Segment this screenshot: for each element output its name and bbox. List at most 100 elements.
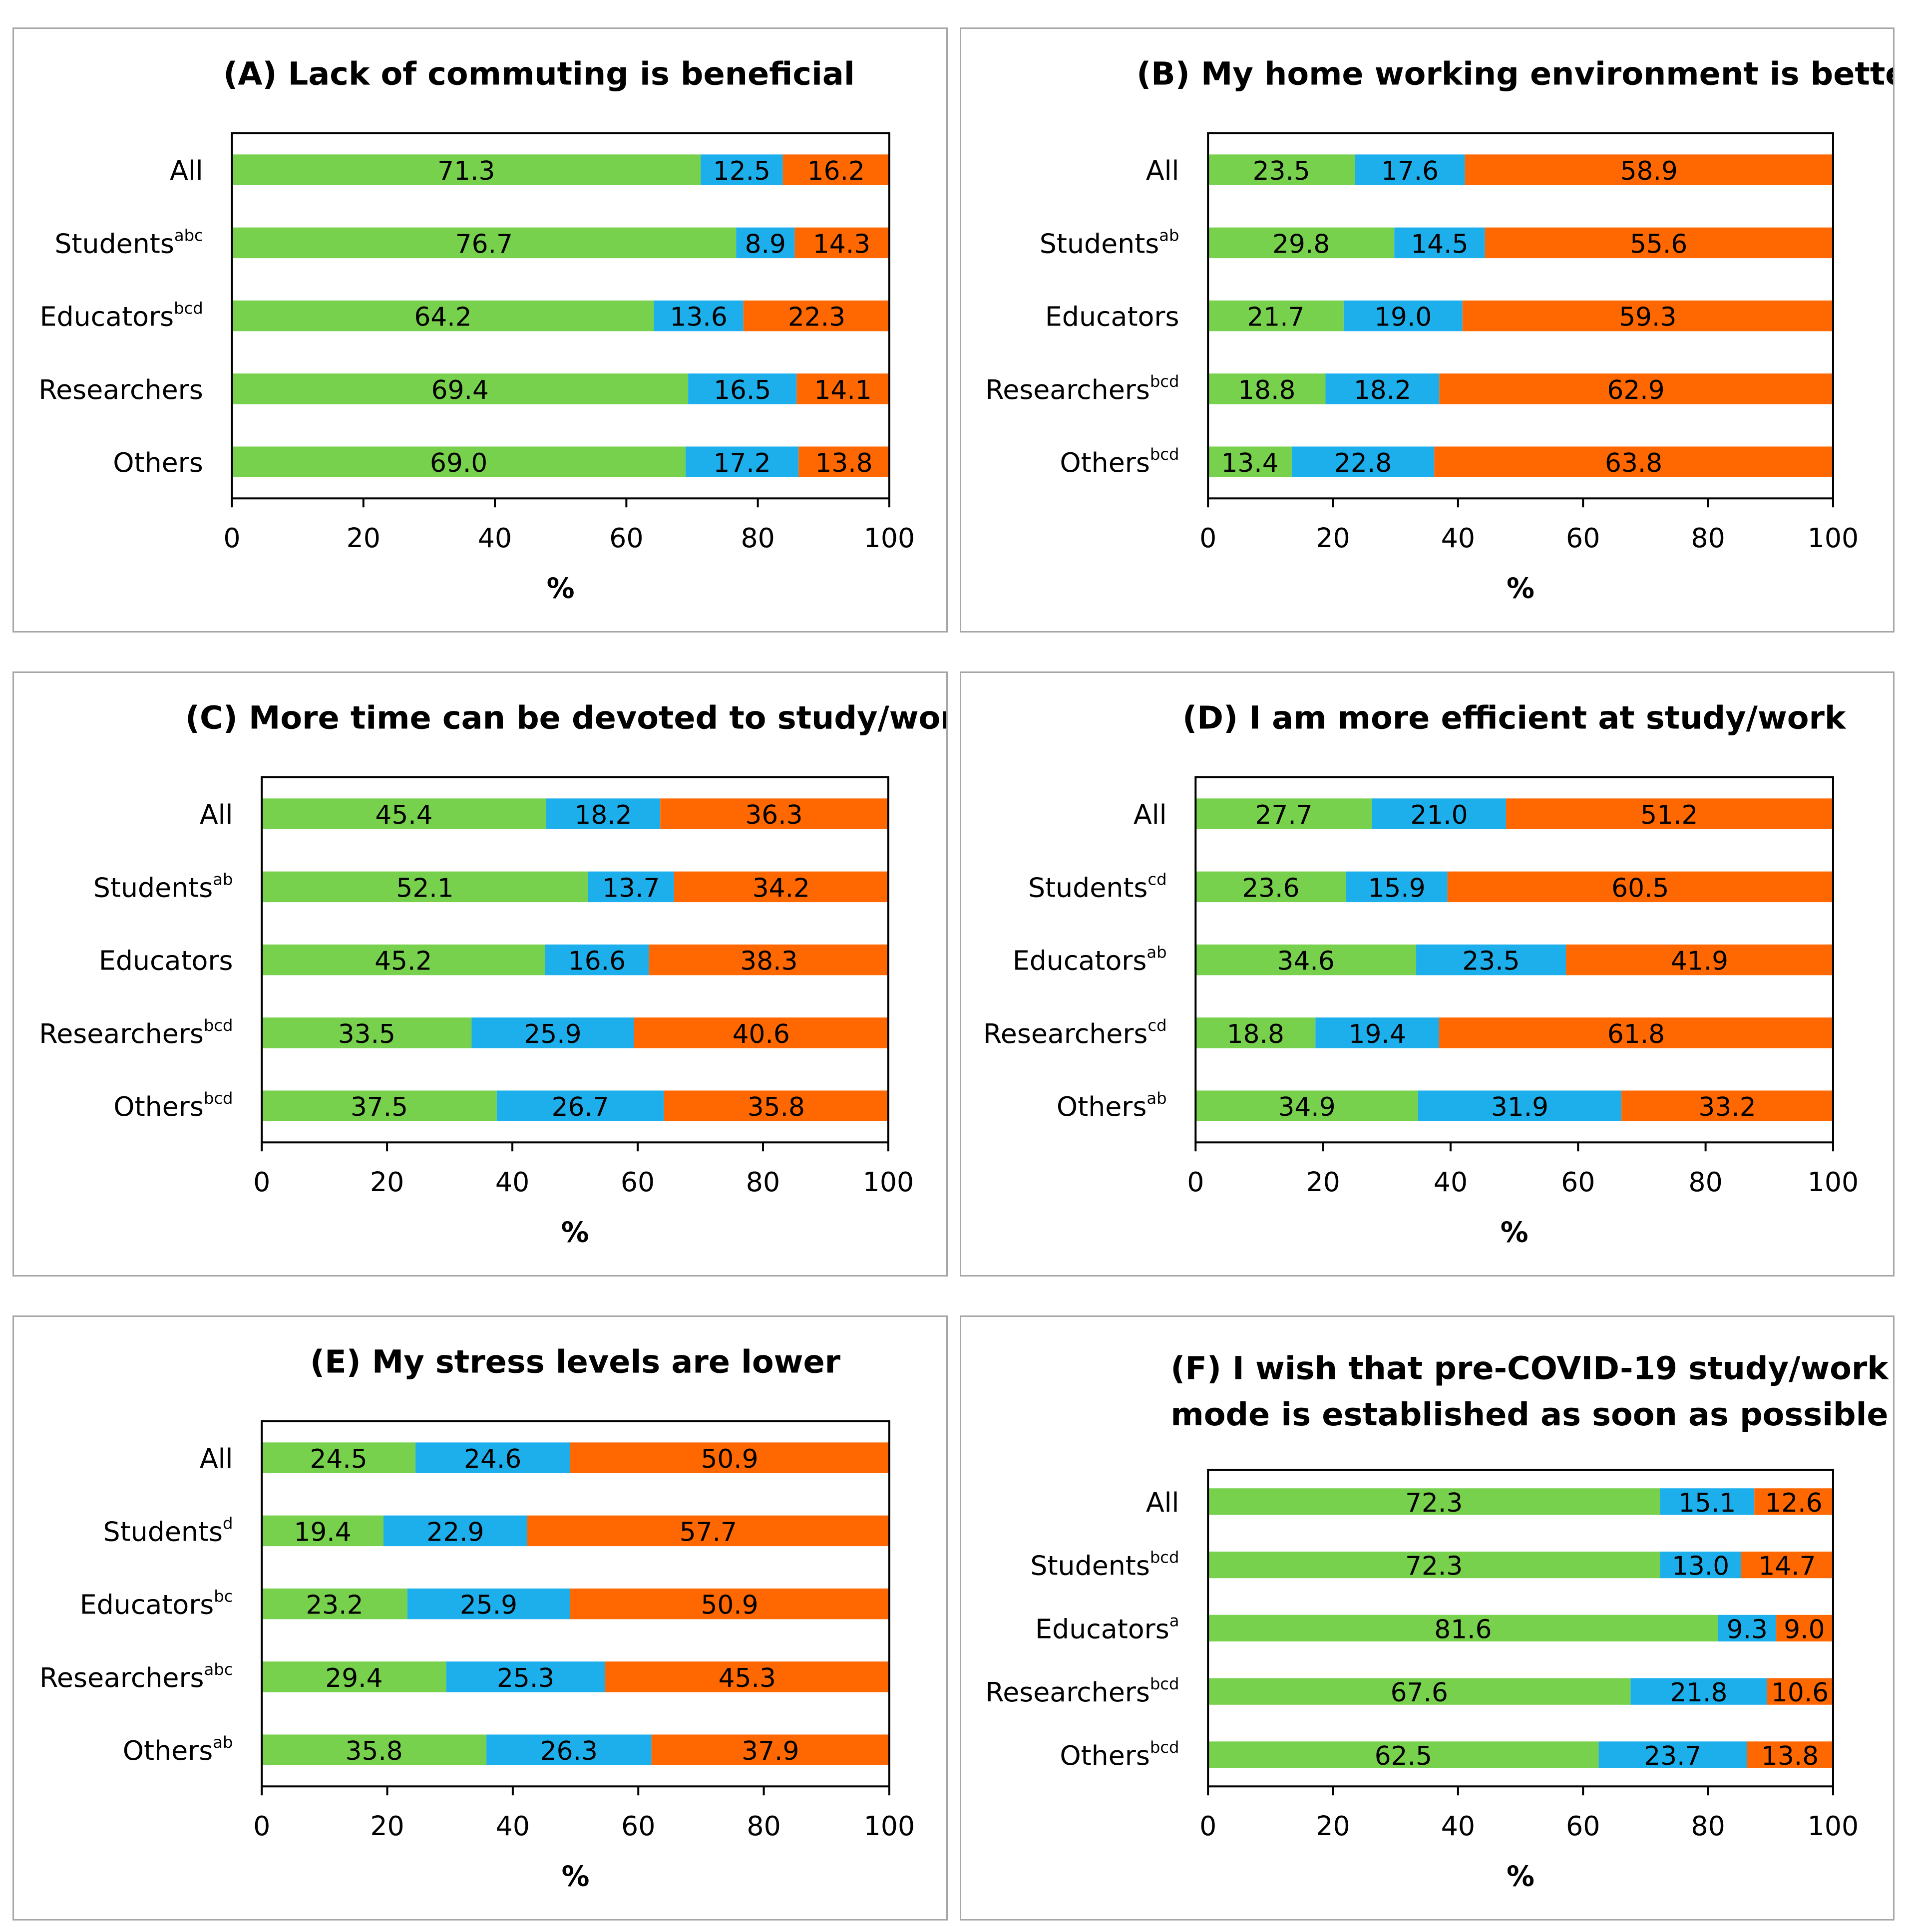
bar-segment: [634, 1017, 888, 1048]
data-label: 16.2: [807, 156, 865, 186]
data-label: 19.4: [1349, 1019, 1406, 1049]
chart-title: (C) More time can be devoted to study/wo…: [185, 699, 946, 736]
data-label: 57.7: [680, 1517, 737, 1547]
bar-segment: [1343, 300, 1463, 331]
data-label: 61.8: [1607, 1019, 1665, 1049]
bar-segment: [1195, 871, 1346, 903]
x-tick-label: 40: [478, 522, 512, 554]
category-label: Educators: [1045, 301, 1179, 332]
bar-segment: [1208, 1614, 1718, 1642]
bar-segment: [649, 944, 889, 975]
bar-segment: [496, 1090, 664, 1121]
bar-segment: [688, 373, 797, 404]
bar-segment: [262, 1734, 487, 1765]
data-label: 29.8: [1272, 229, 1330, 259]
bar-segment: [1208, 1741, 1599, 1768]
bar-segment: [654, 300, 744, 331]
bar-segment: [1506, 798, 1833, 829]
data-label: 26.7: [552, 1092, 609, 1122]
category-label: Educators: [99, 945, 233, 976]
x-tick-label: 60: [1566, 1810, 1600, 1842]
bar-segment: [1208, 1678, 1631, 1705]
bar-segment: [1208, 1552, 1660, 1579]
bar-segment: [1439, 373, 1833, 404]
chart-title: mode is established as soon as possible: [1170, 1396, 1888, 1433]
data-label: 51.2: [1640, 800, 1698, 830]
bar-segment: [1598, 1741, 1747, 1768]
bar-segment: [262, 1090, 497, 1121]
data-label: 58.9: [1620, 156, 1678, 186]
x-tick-label: 40: [1441, 522, 1475, 554]
bar-segment: [471, 1017, 634, 1048]
category-label: Studentsabc: [54, 226, 203, 259]
bar-segment: [798, 446, 889, 477]
data-label: 45.3: [719, 1663, 776, 1693]
bar-segment: [262, 1588, 407, 1619]
bar-segment: [262, 1017, 472, 1048]
bar-segment: [1208, 227, 1395, 259]
category-label: Studentsbcd: [1030, 1548, 1179, 1582]
data-label: 23.6: [1242, 873, 1299, 903]
data-label: 38.3: [740, 947, 797, 976]
data-label: 18.8: [1238, 375, 1295, 405]
x-tick-label: 0: [1199, 1810, 1216, 1842]
bar-segment: [545, 944, 649, 975]
x-tick-label: 20: [370, 1166, 404, 1198]
bar-segment: [1718, 1614, 1777, 1642]
x-tick-label: 0: [253, 1810, 270, 1842]
bar-segment: [232, 446, 686, 477]
bar-segment: [701, 154, 783, 185]
bar-segment: [570, 1588, 889, 1619]
bar-segment: [660, 798, 888, 829]
data-label: 17.6: [1381, 156, 1439, 186]
x-tick-label: 80: [1691, 1810, 1725, 1842]
bar-segment: [1208, 154, 1355, 185]
x-tick-label: 40: [1441, 1810, 1475, 1842]
category-label: Educatorsab: [1013, 943, 1167, 976]
bar-segment: [527, 1515, 889, 1547]
data-label: 52.1: [396, 873, 453, 903]
data-label: 13.8: [815, 448, 872, 478]
chart-f-svg: (F) I wish that pre-COVID-19 study/work m…: [985, 1350, 1889, 1893]
category-label: All: [200, 1443, 233, 1474]
bar-segment: [546, 798, 661, 829]
data-label: 26.3: [540, 1736, 598, 1766]
category-label: Othersab: [123, 1733, 233, 1766]
bar-segment: [1434, 446, 1833, 477]
data-label: 18.2: [1354, 375, 1411, 405]
bar-segment: [232, 227, 737, 259]
data-label: 33.2: [1698, 1092, 1756, 1122]
bar-segment: [1747, 1741, 1833, 1768]
data-label: 10.6: [1771, 1678, 1829, 1708]
bar-segment: [1355, 154, 1465, 185]
bar-segment: [1394, 227, 1485, 259]
data-label: 62.5: [1375, 1741, 1432, 1771]
data-label: 64.2: [414, 303, 471, 332]
bar-segment: [262, 798, 546, 829]
x-tick-label: 20: [347, 522, 381, 554]
category-label: Educatorsa: [1035, 1611, 1179, 1644]
category-label: Researchersabc: [39, 1660, 233, 1693]
chart-panel-a: (A) Lack of commuting is beneficial 71.3 1…: [12, 27, 948, 633]
bar-segment: [1208, 1488, 1660, 1515]
data-label: 72.3: [1405, 1488, 1463, 1518]
category-label: Othersbcd: [1060, 1738, 1179, 1771]
x-tick-label: 100: [1808, 522, 1859, 554]
data-label: 72.3: [1405, 1552, 1463, 1582]
data-label: 18.2: [574, 800, 632, 830]
x-axis-label: %: [561, 1216, 589, 1249]
data-label: 13.8: [1761, 1741, 1819, 1771]
bar-segment: [1660, 1488, 1755, 1515]
x-tick-label: 60: [1561, 1166, 1595, 1198]
x-tick-label: 40: [495, 1166, 529, 1198]
x-tick-label: 0: [223, 522, 240, 554]
chart-title: (D) I am more efficient at study/work: [1182, 699, 1847, 736]
bar-segment: [262, 944, 545, 975]
bar-segment: [743, 300, 890, 331]
x-tick-label: 80: [741, 522, 774, 554]
data-label: 14.1: [814, 375, 872, 405]
data-label: 25.9: [524, 1019, 581, 1049]
bar-segment: [794, 227, 889, 259]
bar-segment: [262, 1442, 416, 1473]
bar-segment: [1372, 798, 1507, 829]
